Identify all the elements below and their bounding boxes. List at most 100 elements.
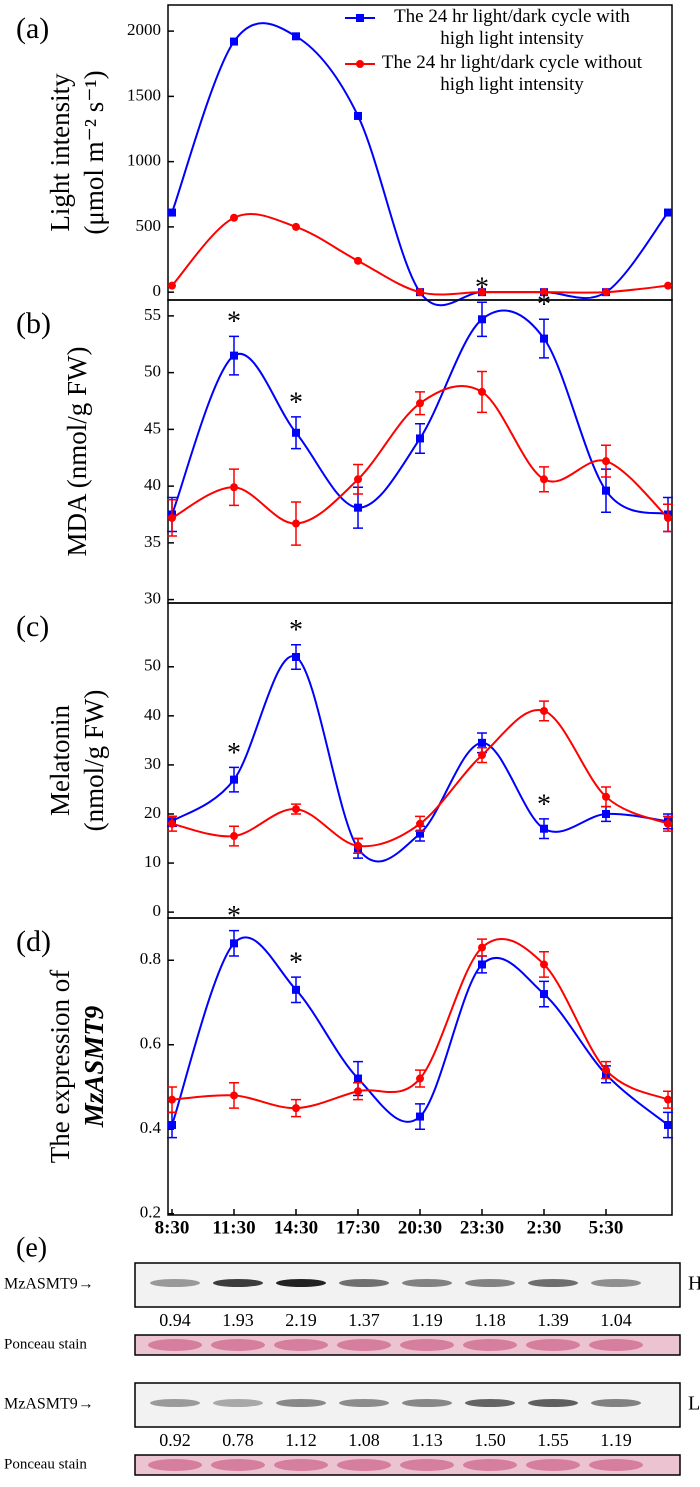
blot-band [528,1279,578,1287]
y-tick-label: 1000 [127,151,161,170]
x-tick-label: 2:30 [527,1217,562,1238]
marker [416,829,424,838]
blot-band [465,1399,515,1407]
marker [292,519,300,528]
marker [478,315,486,324]
marker [664,819,672,828]
marker [416,1074,424,1083]
series-line [171,213,669,296]
y-tick-label: 50 [144,656,161,675]
significance-mark: * [475,273,489,304]
marker [168,1095,176,1104]
stain-band [526,1459,580,1471]
series-line [171,937,669,1110]
band-value: 1.55 [537,1430,569,1450]
blot-band [591,1279,641,1287]
marker [292,985,300,994]
significance-mark: * [227,901,241,932]
blot-band [339,1279,389,1287]
marker [478,751,486,760]
marker [664,513,672,522]
marker [354,1074,362,1083]
y-tick-label: 50 [144,362,161,381]
significance-mark: * [227,307,241,338]
marker [292,428,300,437]
panel-label: (c) [16,610,49,643]
blot-band [213,1279,263,1287]
marker [602,288,610,297]
marker [664,1095,672,1104]
marker [230,939,238,948]
marker [230,37,238,46]
y-axis-label: MzASMT9 [79,1005,109,1128]
y-axis-label: (nmol/g FW) [79,690,109,832]
band-value: 1.13 [411,1430,443,1450]
series-line [171,655,669,863]
blot-band [528,1399,578,1407]
marker [354,475,362,484]
y-tick-label: 2000 [127,20,161,39]
marker [602,457,610,466]
y-tick-label: 0.2 [140,1203,161,1222]
band-value: 1.12 [285,1430,317,1450]
marker [664,281,672,290]
legend-entry: The 24 hr light/dark cycle with high lig… [394,6,630,49]
y-tick-label: 30 [144,589,161,608]
marker [354,256,362,265]
marker [540,960,548,969]
stain-band [589,1339,643,1351]
marker [540,475,548,484]
y-axis-label: Melatonin [45,705,75,816]
legend-entry: The 24 hr light/dark cycle without high … [381,52,643,95]
panel-label: (b) [16,307,51,340]
x-tick-label: 20:30 [398,1217,442,1238]
blot-band [465,1279,515,1287]
y-axis-label: (μmol m⁻² s⁻¹) [79,70,109,234]
series-line [171,708,669,848]
blot-label: MzASMT9→ [4,1276,94,1293]
band-value: 1.04 [600,1310,632,1330]
x-tick-label: 17:30 [336,1217,380,1238]
x-tick-label: 14:30 [274,1217,318,1238]
blot-condition: L [688,1393,700,1415]
stain-label: Ponceau stain [4,1336,87,1352]
y-tick-label: 500 [136,216,162,235]
marker [230,1091,238,1100]
marker [478,943,486,952]
band-value: 1.08 [348,1430,380,1450]
y-tick-label: 40 [144,705,161,724]
marker [540,824,548,833]
band-value: 1.39 [537,1310,569,1330]
stain-band [589,1459,643,1471]
y-tick-label: 30 [144,754,161,773]
y-tick-label: 10 [144,852,161,871]
blot-label: MzASMT9→ [4,1396,94,1413]
stain-band [463,1339,517,1351]
y-tick-label: 0.4 [140,1118,162,1137]
marker [292,32,300,41]
blot-band [402,1279,452,1287]
marker [168,1121,176,1130]
y-tick-label: 35 [144,532,161,551]
marker [540,990,548,999]
blot-band [339,1399,389,1407]
blot-band [150,1399,200,1407]
marker [416,1112,424,1121]
stain-label: Ponceau stain [4,1456,87,1472]
blot-condition: H [688,1273,700,1295]
blot-band [402,1399,452,1407]
marker [478,738,486,747]
band-value: 2.19 [285,1310,317,1330]
marker [292,805,300,814]
y-axis-label: MDA (nmol/g FW) [62,346,92,556]
marker [416,434,424,443]
marker [354,503,362,512]
y-tick-label: 0.6 [140,1034,161,1053]
marker [292,1104,300,1113]
y-tick-label: 1500 [127,85,161,104]
y-tick-label: 0.8 [140,949,161,968]
stain-band [400,1459,454,1471]
y-tick-label: 40 [144,475,161,494]
